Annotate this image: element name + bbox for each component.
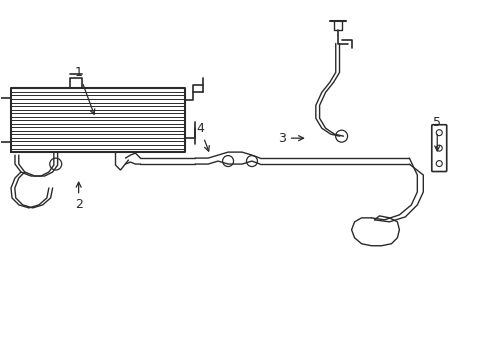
Text: 2: 2 bbox=[75, 182, 82, 211]
Text: 1: 1 bbox=[75, 66, 95, 114]
Text: 5: 5 bbox=[432, 116, 440, 151]
Text: 4: 4 bbox=[196, 122, 209, 151]
Text: 3: 3 bbox=[277, 132, 303, 145]
